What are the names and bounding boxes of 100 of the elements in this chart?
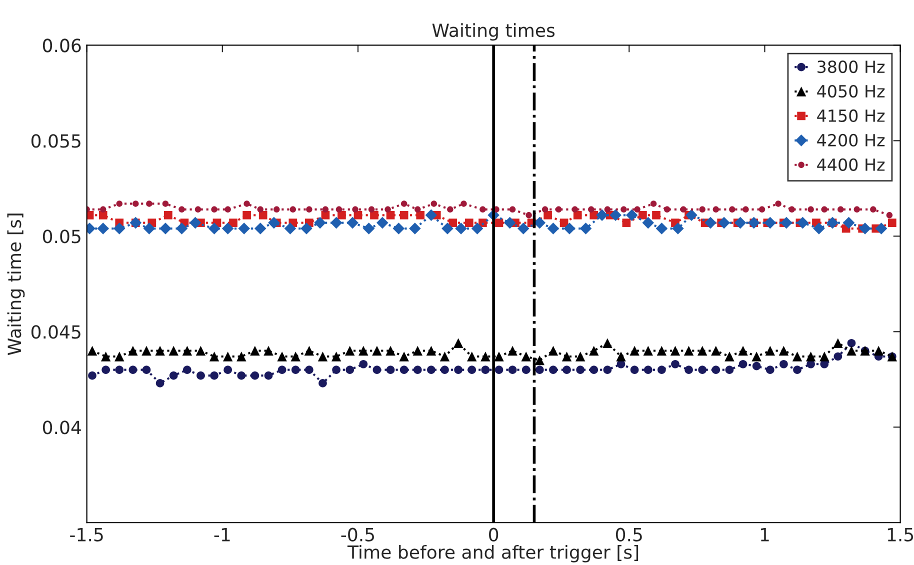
point — [196, 346, 206, 356]
point — [257, 206, 264, 213]
point — [128, 366, 138, 374]
point — [718, 216, 730, 229]
point — [656, 346, 667, 356]
point — [400, 200, 408, 207]
x-tick-label: 0.5 — [616, 528, 642, 542]
x-tick-label: -1.5 — [70, 528, 103, 542]
point — [264, 346, 274, 356]
point — [344, 346, 355, 356]
point — [742, 206, 749, 213]
point — [322, 206, 329, 213]
point — [160, 222, 172, 234]
point — [427, 366, 436, 374]
legend-label: 4200 Hz — [817, 134, 885, 146]
point — [481, 366, 490, 374]
point — [254, 222, 266, 234]
point — [671, 360, 680, 368]
point — [156, 379, 164, 388]
point — [859, 222, 871, 234]
point — [549, 366, 558, 374]
point — [88, 371, 96, 380]
point — [238, 222, 250, 234]
point — [346, 216, 358, 229]
point — [734, 216, 746, 229]
point — [426, 346, 436, 356]
point — [847, 338, 856, 348]
point — [318, 379, 327, 388]
x-tick-label: 1.5 — [888, 528, 914, 542]
point — [196, 371, 205, 380]
point — [352, 206, 358, 213]
point — [332, 366, 340, 374]
point — [346, 366, 354, 374]
point — [508, 366, 517, 374]
point — [142, 346, 152, 356]
point — [765, 346, 775, 356]
point — [480, 206, 486, 213]
point — [562, 352, 572, 362]
point — [440, 352, 450, 362]
point — [888, 218, 896, 227]
point — [331, 352, 342, 362]
y-tick-label: 0.04 — [42, 420, 81, 434]
point — [116, 200, 122, 207]
point — [758, 206, 766, 213]
point — [467, 352, 477, 362]
legend-label: 3800 Hz — [818, 60, 885, 74]
point — [169, 371, 178, 380]
point — [778, 346, 789, 356]
point — [209, 352, 220, 362]
point — [98, 210, 108, 220]
point — [304, 346, 314, 356]
point — [250, 346, 260, 356]
point — [132, 200, 139, 207]
point — [400, 210, 408, 220]
point — [414, 206, 421, 213]
point — [504, 216, 516, 229]
point — [384, 206, 391, 213]
y-tick-label: 0.06 — [42, 38, 81, 52]
point — [222, 222, 234, 234]
legend-label: 4050 Hz — [817, 84, 885, 98]
point — [277, 352, 287, 362]
point — [370, 210, 378, 220]
point — [305, 366, 314, 374]
point — [775, 200, 782, 207]
point — [846, 346, 856, 356]
point — [610, 209, 622, 222]
point — [752, 352, 762, 362]
point — [575, 352, 586, 362]
point — [372, 366, 382, 374]
point — [630, 366, 639, 374]
point — [306, 206, 312, 213]
point — [494, 352, 504, 362]
point — [268, 216, 280, 229]
point — [100, 352, 111, 362]
point — [178, 206, 185, 213]
point — [572, 206, 578, 213]
point — [455, 222, 467, 234]
legend-label: 4150 Hz — [817, 109, 885, 122]
point — [874, 346, 884, 356]
point — [576, 366, 584, 374]
point — [97, 222, 109, 234]
point — [724, 352, 734, 362]
point — [672, 222, 684, 234]
point — [622, 218, 631, 227]
point — [517, 222, 530, 234]
point — [237, 371, 246, 380]
point — [128, 346, 138, 356]
point — [211, 206, 218, 213]
point — [780, 216, 792, 229]
point — [658, 366, 666, 374]
point — [224, 206, 231, 213]
point — [752, 362, 761, 370]
point — [604, 206, 611, 213]
point — [284, 222, 296, 234]
point — [447, 206, 454, 213]
point — [886, 212, 893, 218]
point — [338, 210, 346, 220]
point — [300, 222, 312, 234]
point — [330, 216, 342, 229]
point — [176, 222, 188, 234]
